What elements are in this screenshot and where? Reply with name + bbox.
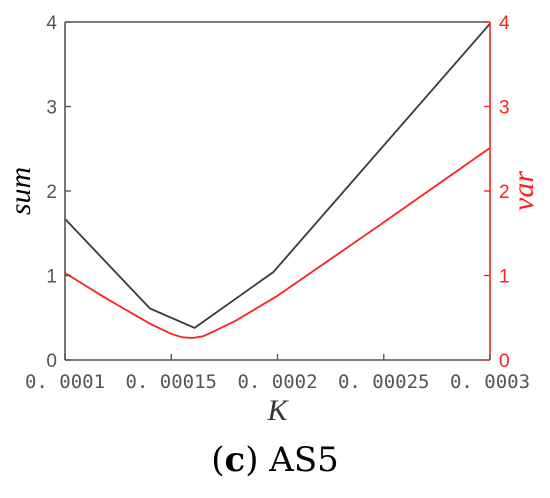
x-tick-label: 0. 0003 [450,371,530,393]
left-y-tick-label: 3 [46,98,57,119]
caption-text: AS5 [269,440,339,480]
axes-layer [64,21,491,361]
sum-series-line [64,23,491,329]
right-y-tick-label: 3 [499,98,510,119]
right-y-tick-label: 0 [499,351,510,372]
left-y-tick-label: 1 [46,267,57,288]
x-axis-title: K [266,394,289,427]
figure-caption: (c) AS5 [211,440,339,480]
right-y-axis-title: var [507,171,540,211]
right-y-tick-label: 2 [499,182,510,203]
x-tick-label: 0. 00015 [125,371,217,393]
chart: 0. 0001 0. 00015 0. 0002 0. 00025 0. 0003012… [4,13,540,427]
left-y-tick-label: 4 [46,13,57,34]
right-y-tick-label: 1 [499,267,510,288]
x-tick-label: 0. 0001 [25,371,105,393]
x-tick-label: 0. 0002 [237,371,317,393]
x-tick-label: 0. 00025 [338,371,430,393]
caption-label: c [224,440,246,480]
series-layer [64,23,491,339]
var-series-line [64,147,491,339]
left-y-tick-label: 2 [46,182,57,203]
ticks-layer: 0. 0001 0. 00015 0. 0002 0. 00025 0. 0003012… [25,13,530,393]
left-y-axis-title: sum [4,167,37,215]
left-y-tick-label: 0 [46,351,57,372]
right-y-tick-label: 4 [499,13,510,34]
